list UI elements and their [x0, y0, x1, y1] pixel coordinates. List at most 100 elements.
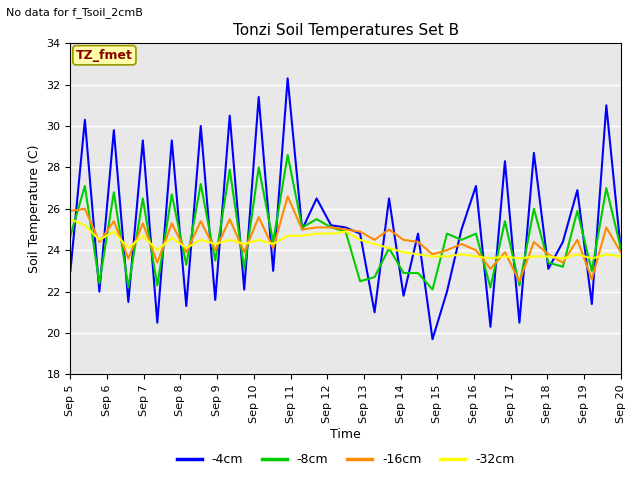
- -16cm: [95, 239, 103, 245]
- -16cm: [356, 228, 364, 234]
- -32cm: [385, 245, 393, 251]
- -8cm: [472, 231, 480, 237]
- -8cm: [298, 225, 306, 230]
- -8cm: [241, 266, 248, 272]
- -32cm: [443, 253, 451, 259]
- -16cm: [545, 252, 552, 257]
- -4cm: [458, 227, 465, 232]
- Y-axis label: Soil Temperature (C): Soil Temperature (C): [28, 144, 41, 273]
- -4cm: [313, 195, 321, 201]
- -4cm: [284, 75, 291, 81]
- -4cm: [269, 268, 277, 274]
- -32cm: [197, 237, 205, 243]
- -32cm: [313, 231, 321, 237]
- -8cm: [530, 206, 538, 212]
- -32cm: [530, 253, 538, 259]
- -8cm: [559, 264, 566, 270]
- -8cm: [545, 260, 552, 265]
- -32cm: [559, 255, 566, 261]
- -8cm: [81, 183, 89, 189]
- -4cm: [154, 320, 161, 325]
- -4cm: [573, 187, 581, 193]
- -8cm: [602, 185, 610, 191]
- -32cm: [241, 241, 248, 247]
- -32cm: [356, 237, 364, 243]
- -8cm: [573, 208, 581, 214]
- -8cm: [429, 287, 436, 292]
- -4cm: [95, 288, 103, 294]
- -32cm: [588, 255, 596, 261]
- -16cm: [67, 208, 74, 214]
- -8cm: [255, 165, 262, 170]
- -4cm: [125, 299, 132, 305]
- Line: -8cm: -8cm: [70, 155, 621, 289]
- -8cm: [501, 218, 509, 224]
- -16cm: [81, 206, 89, 212]
- -16cm: [429, 252, 436, 257]
- -16cm: [400, 237, 408, 243]
- Line: -16cm: -16cm: [70, 196, 621, 281]
- Legend: -4cm, -8cm, -16cm, -32cm: -4cm, -8cm, -16cm, -32cm: [172, 448, 520, 471]
- -16cm: [182, 250, 190, 255]
- -8cm: [443, 231, 451, 237]
- -4cm: [168, 138, 175, 144]
- -16cm: [139, 220, 147, 226]
- -16cm: [472, 247, 480, 253]
- -8cm: [588, 268, 596, 274]
- Line: -4cm: -4cm: [70, 78, 621, 339]
- -32cm: [211, 241, 219, 247]
- -16cm: [602, 225, 610, 230]
- Title: Tonzi Soil Temperatures Set B: Tonzi Soil Temperatures Set B: [232, 23, 459, 38]
- -4cm: [241, 287, 248, 292]
- -4cm: [530, 150, 538, 156]
- -4cm: [211, 297, 219, 303]
- -4cm: [356, 231, 364, 237]
- -8cm: [168, 192, 175, 197]
- -16cm: [313, 225, 321, 230]
- -16cm: [110, 218, 118, 224]
- -16cm: [284, 193, 291, 199]
- -16cm: [327, 225, 335, 230]
- -16cm: [197, 218, 205, 224]
- -32cm: [342, 228, 349, 234]
- -8cm: [400, 270, 408, 276]
- -8cm: [197, 181, 205, 187]
- Text: TZ_fmet: TZ_fmet: [76, 49, 133, 62]
- -8cm: [385, 245, 393, 251]
- -32cm: [400, 250, 408, 255]
- -8cm: [125, 285, 132, 290]
- -8cm: [486, 285, 494, 290]
- -4cm: [342, 225, 349, 230]
- X-axis label: Time: Time: [330, 428, 361, 441]
- -16cm: [342, 227, 349, 232]
- -4cm: [559, 239, 566, 245]
- -32cm: [414, 252, 422, 257]
- -16cm: [516, 278, 524, 284]
- -32cm: [327, 231, 335, 237]
- -4cm: [139, 138, 147, 144]
- -4cm: [588, 301, 596, 307]
- -32cm: [284, 233, 291, 239]
- -4cm: [226, 113, 234, 119]
- -8cm: [356, 278, 364, 284]
- -16cm: [458, 241, 465, 247]
- -4cm: [472, 183, 480, 189]
- -4cm: [545, 266, 552, 272]
- -8cm: [516, 283, 524, 288]
- -32cm: [182, 245, 190, 251]
- -32cm: [516, 255, 524, 261]
- -16cm: [501, 250, 509, 255]
- -8cm: [327, 225, 335, 230]
- -4cm: [617, 247, 625, 253]
- -8cm: [617, 245, 625, 251]
- -8cm: [458, 237, 465, 243]
- -4cm: [81, 117, 89, 123]
- -16cm: [385, 227, 393, 232]
- Text: No data for f_Tsoil_2cmB: No data for f_Tsoil_2cmB: [6, 7, 143, 18]
- -32cm: [486, 255, 494, 261]
- -4cm: [443, 288, 451, 294]
- -32cm: [298, 233, 306, 239]
- -8cm: [110, 189, 118, 195]
- -32cm: [617, 253, 625, 259]
- -4cm: [486, 324, 494, 330]
